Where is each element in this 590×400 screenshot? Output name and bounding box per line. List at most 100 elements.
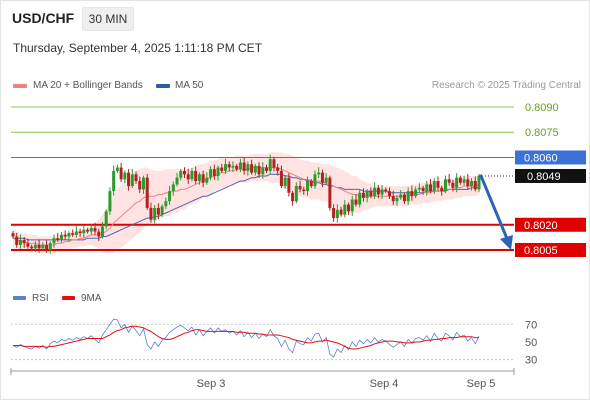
candle-body — [440, 187, 444, 192]
level-label-pivot: 0.8060 — [524, 152, 558, 164]
candle-body — [432, 181, 436, 192]
level-label-resistance: 0.8090 — [525, 102, 559, 114]
candle-body — [384, 189, 388, 192]
candle-body — [108, 191, 112, 212]
x-tick-label: Sep 3 — [197, 378, 226, 390]
candle-body — [365, 191, 369, 198]
candle-body — [261, 167, 265, 175]
candle-body — [130, 174, 134, 187]
candle-body — [242, 162, 246, 171]
timestamp: Thursday, September 4, 2025 1:11:18 PM C… — [13, 41, 263, 55]
candle-body — [470, 181, 474, 187]
candle-body — [235, 165, 239, 170]
level-badge-pivot — [515, 150, 586, 165]
candle-body — [272, 159, 276, 168]
candle-body — [466, 179, 470, 187]
candle-body — [294, 186, 298, 202]
candle-body — [127, 172, 131, 187]
x-tick-label: Sep 5 — [467, 378, 496, 390]
timeframe-button[interactable]: 30 MIN — [82, 7, 134, 31]
forecast-arrow-shaft — [479, 174, 510, 243]
candle-body — [71, 233, 75, 235]
candle-body — [160, 206, 164, 215]
candle-body — [399, 194, 403, 198]
candle-body — [347, 204, 351, 212]
candle-body — [332, 207, 336, 219]
rsi-ma-line — [13, 325, 479, 350]
candle-body — [216, 167, 220, 176]
ma20-legend-label: MA 20 + Bollinger Bands — [33, 80, 143, 91]
candle-body — [253, 165, 257, 173]
symbol-title: USD/CHF — [12, 10, 75, 26]
candle-body — [201, 174, 205, 183]
candle-body — [320, 172, 324, 183]
candle-body — [56, 238, 60, 240]
candle-body — [231, 165, 235, 168]
candle-body — [141, 177, 145, 190]
candle-body — [250, 164, 254, 173]
forecast-arrow-head — [500, 235, 513, 250]
candle-body — [451, 182, 455, 188]
candle-body — [52, 238, 56, 244]
candle-body — [63, 234, 67, 237]
candle-body — [149, 207, 153, 220]
candle-body — [391, 196, 395, 202]
ma50-legend-swatch — [156, 84, 170, 88]
candle-body — [421, 187, 425, 192]
ma20-legend-swatch — [13, 84, 27, 88]
level-label-support: 0.8005 — [524, 245, 558, 257]
candle-body — [313, 174, 317, 187]
candle-body — [369, 191, 373, 197]
candle-body — [220, 167, 224, 171]
candle-body — [22, 239, 26, 244]
candle-body — [197, 174, 201, 182]
candle-body — [145, 177, 149, 208]
candle-body — [283, 177, 287, 187]
candle-body — [388, 191, 392, 197]
candle-body — [298, 186, 302, 190]
candle-body — [455, 177, 459, 188]
candle-body — [354, 199, 358, 205]
credit-text: Research © 2025 Trading Central — [431, 80, 581, 91]
candle-body — [410, 191, 414, 197]
candle-body — [462, 179, 466, 183]
candle-body — [477, 175, 481, 190]
candle-body — [194, 170, 198, 182]
candle-body — [343, 204, 347, 215]
candle-body — [82, 229, 86, 234]
candles-group — [11, 154, 481, 254]
candle-body — [257, 165, 261, 175]
rsi-line — [12, 318, 480, 358]
candle-body — [350, 199, 354, 212]
candle-body — [287, 177, 291, 193]
candle-body — [123, 172, 127, 180]
candle-body — [186, 174, 190, 180]
candle-body — [380, 189, 384, 195]
candle-body — [246, 164, 250, 171]
level-label-resistance: 0.8075 — [525, 127, 559, 139]
candle-body — [78, 231, 82, 234]
candle-body — [37, 244, 41, 249]
candle-body — [238, 162, 242, 170]
candle-body — [436, 181, 440, 188]
candle-body — [67, 233, 71, 237]
rsi-tick-label: 30 — [525, 355, 537, 367]
candle-body — [93, 228, 97, 232]
rsi-legend-label: RSI — [32, 293, 49, 304]
candle-body — [100, 226, 104, 237]
candle-body — [33, 244, 37, 249]
candle-body — [18, 239, 22, 245]
candle-body — [168, 191, 172, 202]
level-label-support: 0.8020 — [524, 220, 558, 232]
candle-body — [89, 228, 93, 232]
candle-body — [179, 170, 183, 178]
candle-body — [373, 187, 377, 197]
candle-body — [279, 170, 283, 187]
candle-body — [376, 187, 380, 195]
candle-body — [317, 172, 321, 175]
candle-body — [11, 233, 15, 237]
candle-body — [97, 231, 101, 237]
rsi-tick-label: 70 — [525, 319, 537, 331]
